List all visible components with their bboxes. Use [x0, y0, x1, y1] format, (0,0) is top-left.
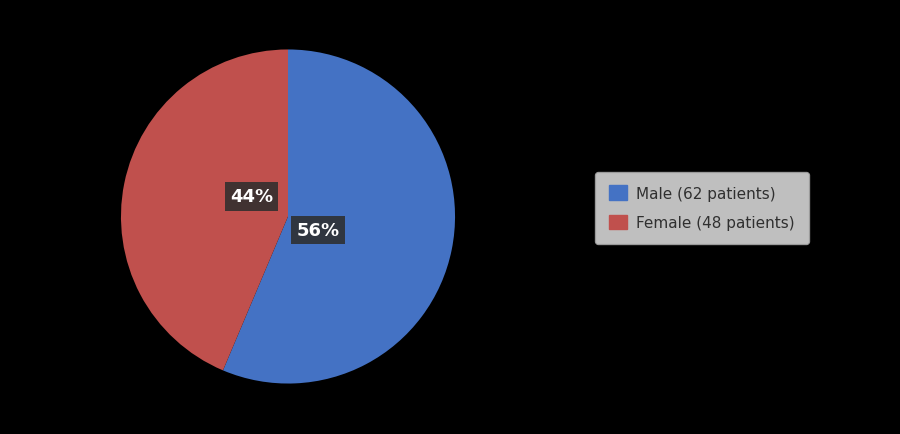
Text: 56%: 56%: [296, 221, 339, 239]
Wedge shape: [121, 50, 288, 371]
Text: 44%: 44%: [230, 188, 273, 206]
Legend: Male (62 patients), Female (48 patients): Male (62 patients), Female (48 patients): [595, 172, 809, 244]
Wedge shape: [223, 50, 455, 384]
